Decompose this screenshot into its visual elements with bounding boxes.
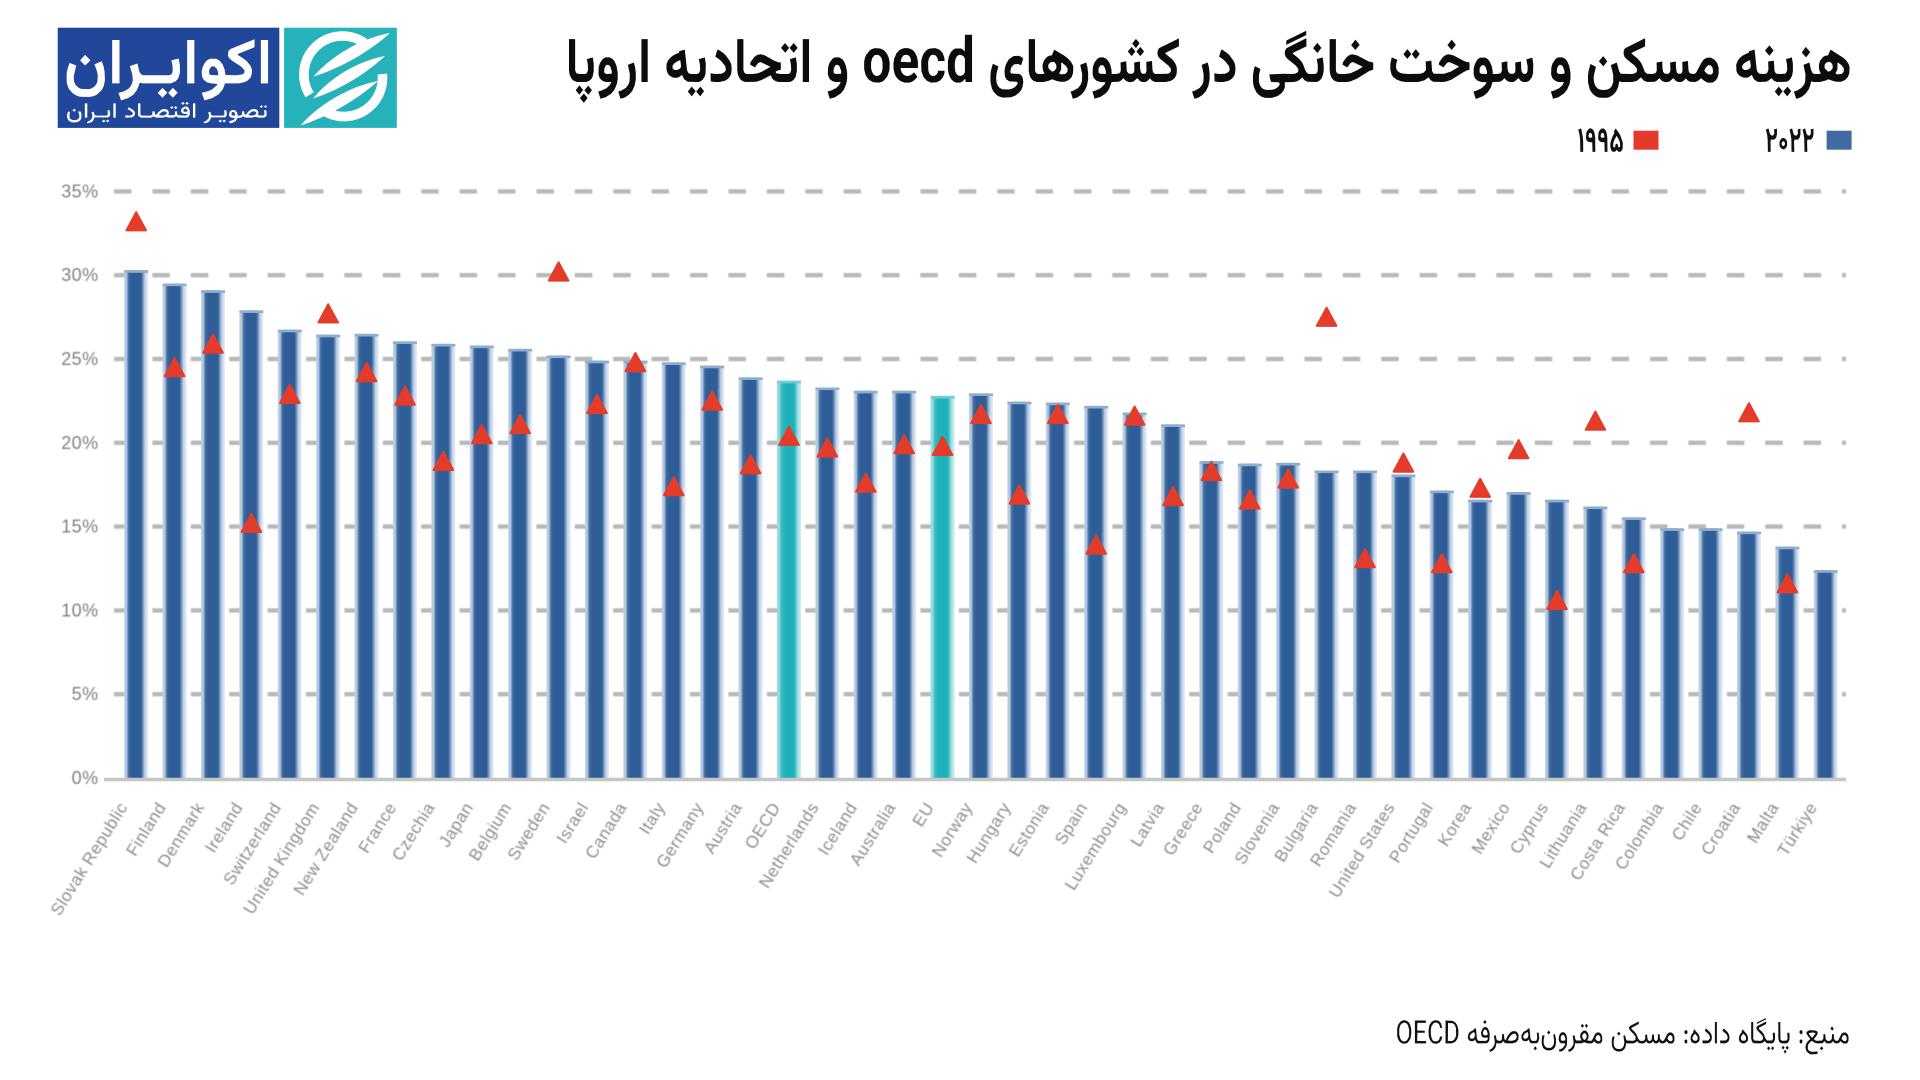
svg-text:25%: 25% — [61, 349, 98, 369]
svg-text:30%: 30% — [61, 265, 98, 285]
svg-text:35%: 35% — [61, 181, 98, 201]
svg-text:20%: 20% — [61, 433, 98, 453]
svg-text:5%: 5% — [72, 684, 99, 704]
svg-text:0%: 0% — [72, 768, 99, 788]
svg-text:10%: 10% — [61, 600, 98, 620]
svg-text:15%: 15% — [61, 517, 98, 537]
